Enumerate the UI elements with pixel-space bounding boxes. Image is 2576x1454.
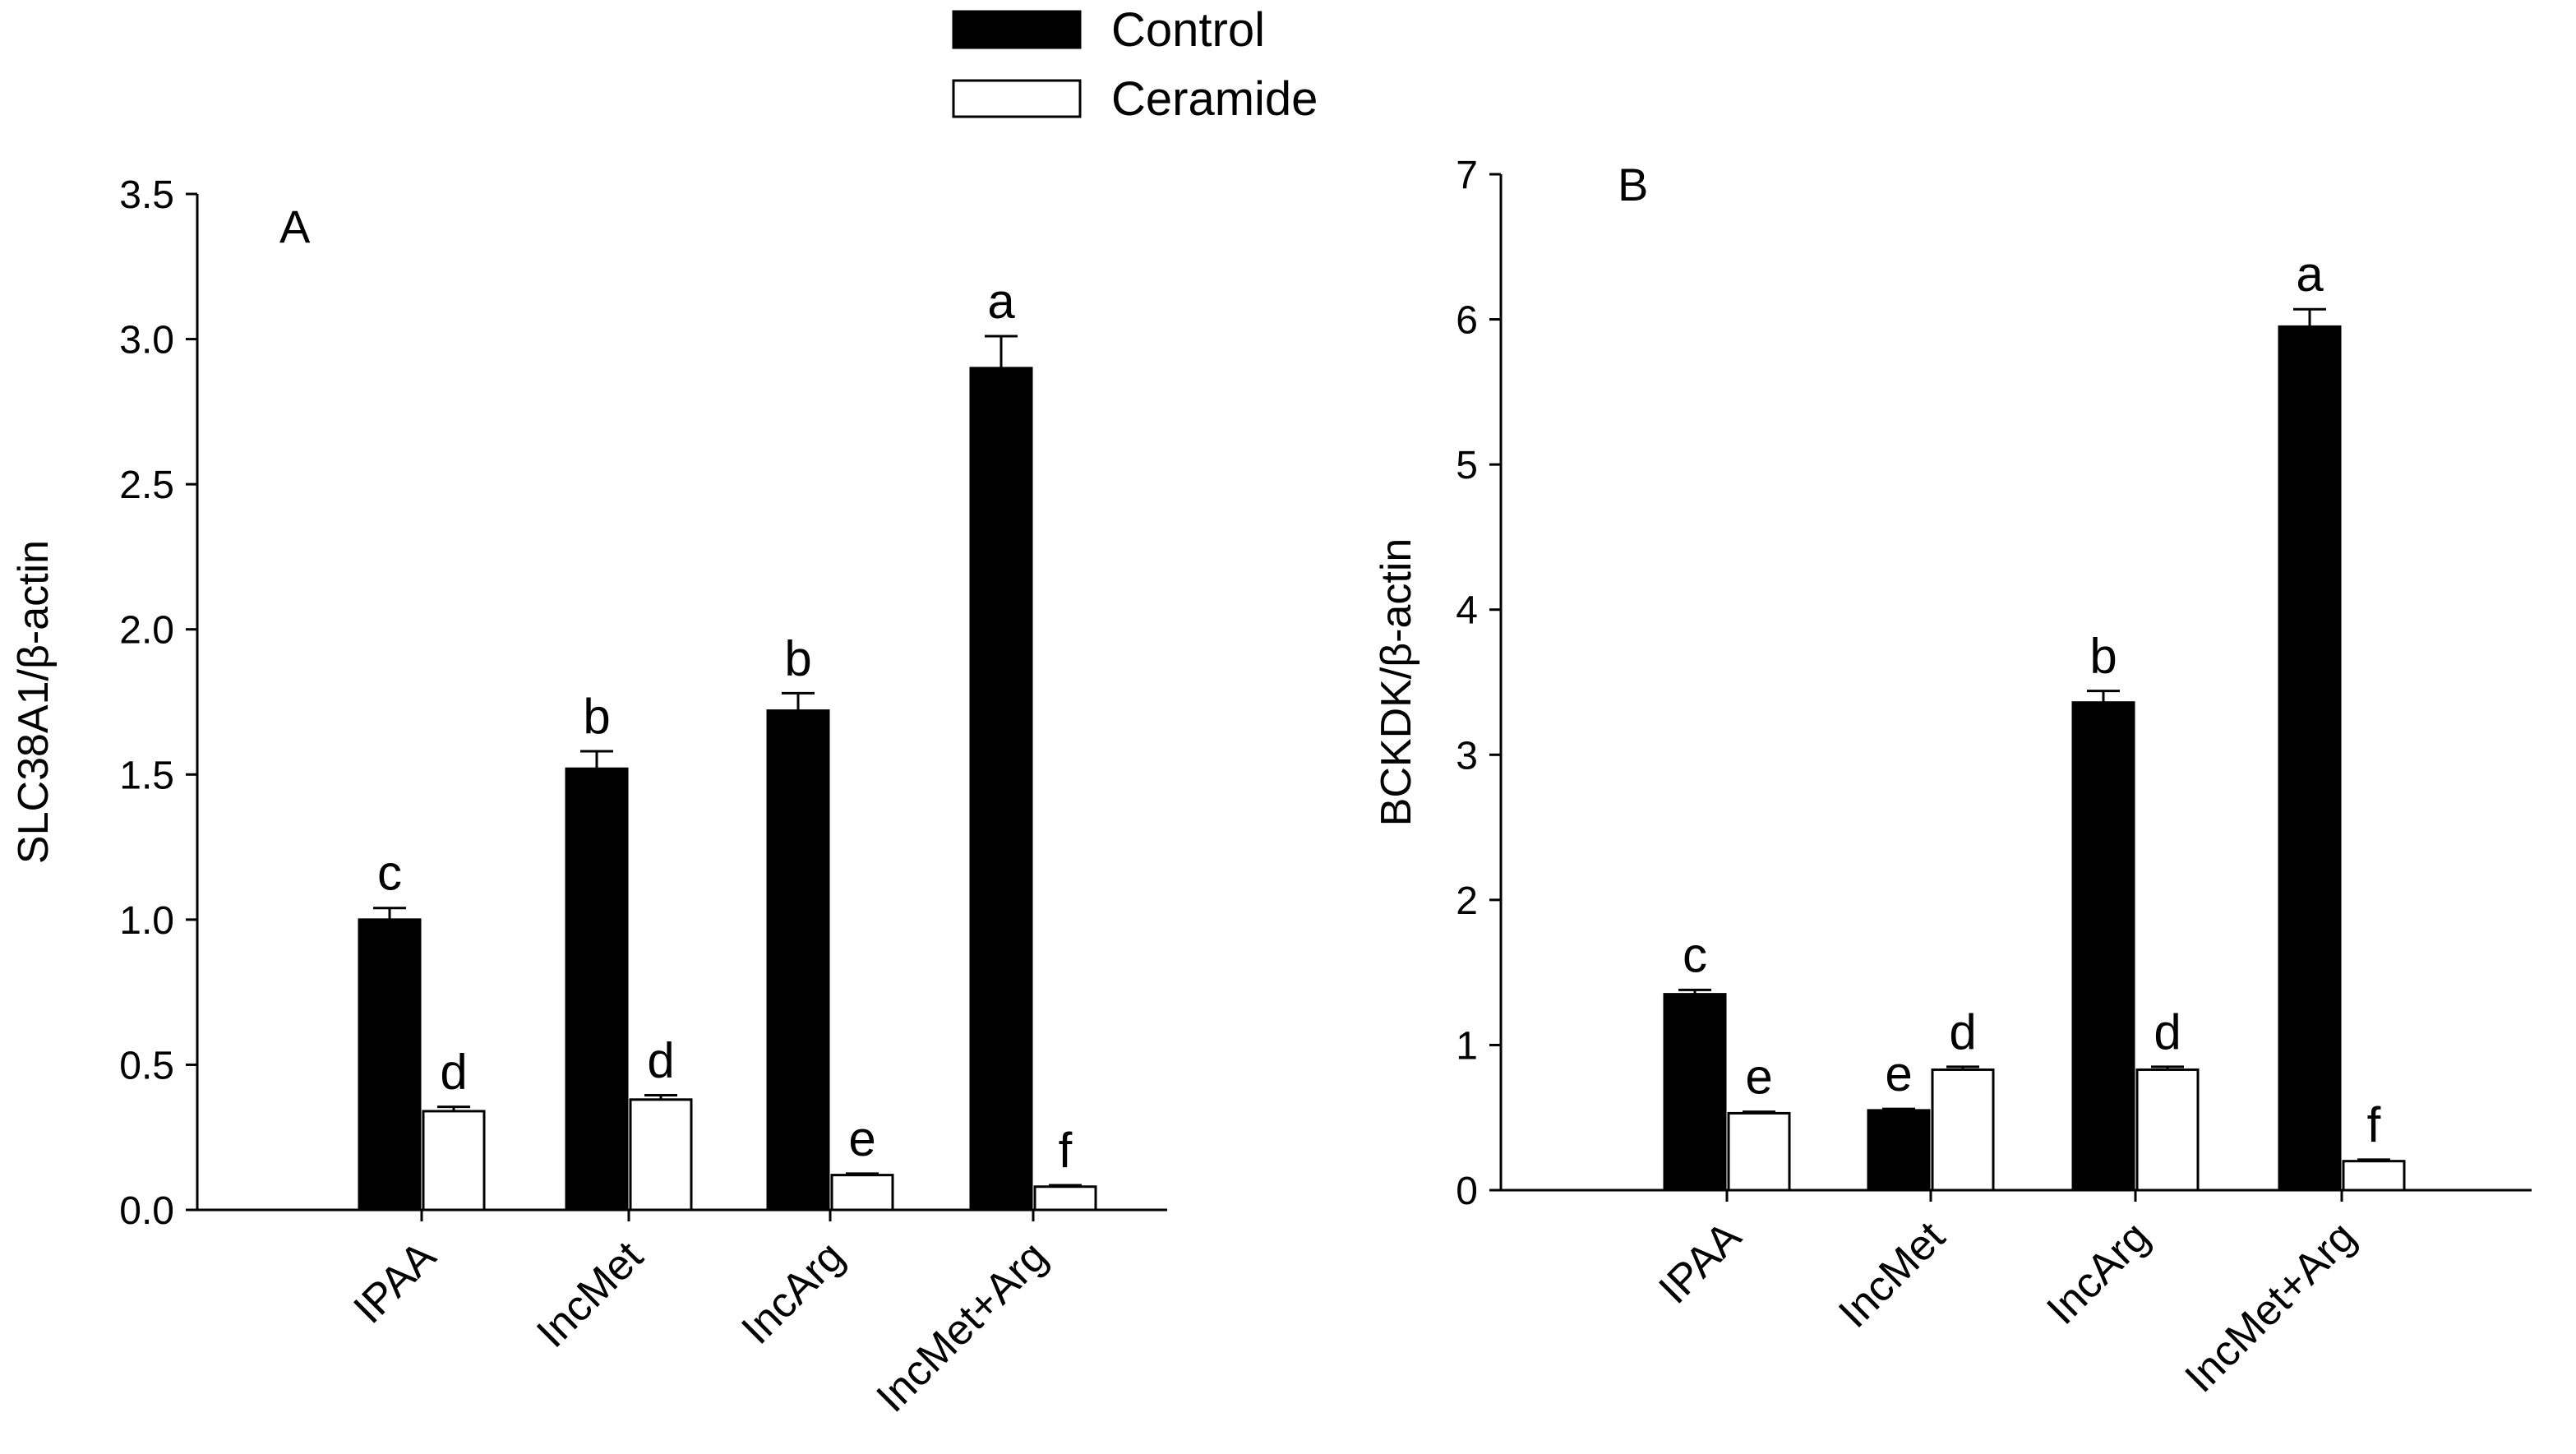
chart-panel-b: 0 1 2 3 4 5 6 7 BCKDK/β-actin B IPAA IncMet IncArg In… [1373,154,2532,1402]
panel-a-bar-control [969,367,1033,1212]
panel-b-significance-label-control: c [1683,927,1707,982]
panel-b-bar-ceramide [2135,1068,2200,1192]
panel-b-bar-control [1663,993,1727,1192]
panel-a-significance-label-ceramide: f [1059,1123,1073,1178]
panel-b-bar-control [1867,1109,1931,1192]
panel-a-significance-label-ceramide: d [647,1033,674,1088]
legend-swatch-ceramide [952,79,1082,118]
panel-b-significance-label-ceramide: f [2367,1097,2381,1152]
panel-b-y-axis-title: BCKDK/β-actin [1373,538,1420,827]
panel-a-y-tick-label: 0.0 [119,1189,174,1233]
panel-b-significance-label-ceramide: e [1745,1050,1772,1105]
panel-a-bar-control [358,918,422,1212]
panel-a-significance-label-control: b [784,630,811,685]
panel-a-y-tick-label: 1.5 [119,754,174,797]
panel-b-y-tick-label: 4 [1456,589,1478,633]
panel-a-category-label: IncArg [732,1232,853,1353]
panel-b-category-label: IPAA [1650,1212,1750,1313]
legend: Control Ceramide [952,3,1318,126]
panel-b-y-tick-label: 0 [1456,1170,1478,1213]
panel-a-significance-label-control: c [377,846,402,901]
panel-a-bar-ceramide [629,1098,693,1212]
panel-a-y-tick-label: 0.5 [119,1044,174,1087]
panel-b-category-label: IncArg [2038,1212,2158,1333]
panel-b-bar-ceramide [1727,1111,1791,1192]
panel-a-bar-ceramide [830,1174,894,1212]
panel-a-y-tick-label: 1.0 [119,899,174,943]
panel-b-category-label: IncMet+Arg [2176,1212,2365,1401]
panel-b-y-tick-label: 7 [1456,154,1478,197]
panel-b-bar-ceramide [2342,1160,2406,1192]
panel-a-category-label: IncMet+Arg [867,1232,1056,1421]
panel-a-y-tick-label: 2.5 [119,464,174,507]
panel-b-y-tick-label: 5 [1456,444,1478,487]
panel-a-label: A [279,201,311,252]
legend-label-control: Control [1111,3,1265,57]
panel-b-significance-label-ceramide: d [1949,1004,1976,1059]
panel-b-bar-control [2071,701,2135,1192]
panel-a-bar-ceramide [422,1110,486,1212]
panel-a-significance-label-ceramide: d [440,1045,467,1100]
panel-b-label: B [1618,159,1648,210]
panel-a-bar-ceramide [1033,1185,1097,1212]
panel-b-y-tick-label: 1 [1456,1024,1478,1068]
panel-b-significance-label-control: a [2296,247,2324,302]
panel-b-y-tick-label: 6 [1456,299,1478,343]
panel-a-y-tick-label: 3.0 [119,319,174,362]
panel-b-y-tick-label: 2 [1456,879,1478,923]
panel-a-y-tick-label: 3.5 [119,173,174,217]
panel-a-significance-label-control: b [583,689,610,744]
panel-b-category-label: IncMet [1830,1212,1955,1337]
panel-a-category-label: IncMet [528,1232,653,1357]
panel-a-y-tick-label: 2.0 [119,609,174,653]
chart-panel-a: 0.0 0.5 1.0 1.5 2.0 2.5 3.0 3.5 SLC38A1/β-actin A… [10,173,1167,1422]
legend-swatch-control [952,10,1082,49]
panel-a-significance-label-control: a [987,274,1015,329]
panel-b-bar-ceramide [1931,1068,1995,1192]
panel-b-significance-label-ceramide: d [2154,1004,2181,1059]
panel-a-bar-control [766,709,830,1212]
panel-a-category-label: IPAA [344,1232,445,1332]
legend-label-ceramide: Ceramide [1111,72,1318,126]
panel-a-bar-control [565,767,629,1212]
panel-a-y-axis-title: SLC38A1/β-actin [10,540,58,864]
panel-a-significance-label-ceramide: e [848,1111,875,1166]
panel-b-bar-control [2278,325,2342,1192]
panel-b-significance-label-control: b [2089,629,2117,684]
panel-b-significance-label-control: e [1885,1046,1912,1101]
panel-b-y-tick-label: 3 [1456,734,1478,778]
